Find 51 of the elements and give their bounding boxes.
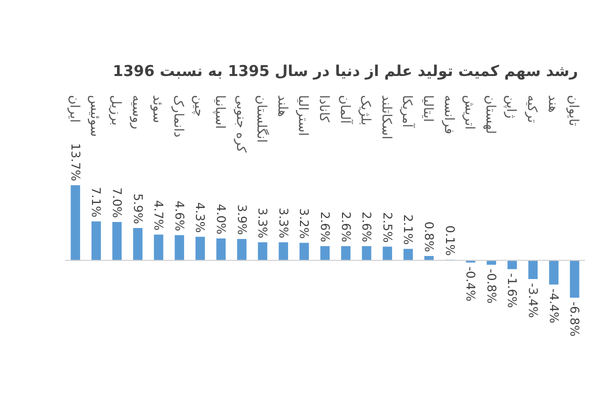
x-tick-label: دانمارک bbox=[170, 95, 186, 138]
data-label: 3.3% bbox=[276, 208, 290, 238]
x-tick-label: آمریکا bbox=[399, 95, 416, 129]
x-tick-label: چین bbox=[191, 95, 206, 117]
data-label: 2.6% bbox=[318, 212, 332, 242]
x-tick-label: اتریش bbox=[462, 95, 477, 130]
x-tick-label: هند bbox=[544, 95, 560, 113]
x-tick-label: روسیه bbox=[128, 95, 144, 130]
x-tick-label: بلژیک bbox=[358, 95, 373, 126]
x-tick-label: ژاپن bbox=[503, 95, 518, 118]
x-tick-label: لهستان bbox=[482, 95, 498, 134]
chart-title: رشد سهم کمیت تولید علم از دنیا در سال 1395 به نسبت 1396 bbox=[112, 62, 578, 80]
data-label: 2.6% bbox=[360, 212, 374, 242]
x-tick-label: برزیل bbox=[108, 95, 123, 126]
x-tick-label: ترکیه bbox=[524, 95, 539, 124]
x-tick-label: اسکاتلند bbox=[378, 95, 394, 140]
data-label: 4.0% bbox=[214, 204, 228, 234]
data-label: 4.7% bbox=[152, 200, 166, 231]
data-label: -0.8% bbox=[484, 268, 498, 304]
x-tick-label: آلمان bbox=[336, 95, 354, 125]
x-tick-label: تایوان bbox=[566, 95, 581, 126]
x-tick-label: استرالیا bbox=[295, 95, 310, 136]
data-label: 5.9% bbox=[130, 194, 145, 224]
data-label: 0.8% bbox=[422, 221, 436, 252]
data-label: -3.4% bbox=[526, 283, 540, 318]
data-label: -1.6% bbox=[505, 273, 520, 308]
data-label: 7.0% bbox=[110, 187, 124, 218]
data-label: 4.6% bbox=[172, 200, 186, 232]
x-tick-label: سوئد bbox=[150, 95, 165, 124]
data-label: 2.6% bbox=[338, 212, 353, 242]
data-label: 7.1% bbox=[89, 186, 104, 218]
data-label: 2.1% bbox=[401, 214, 416, 245]
data-label: 3.9% bbox=[234, 204, 249, 235]
data-label: 4.3% bbox=[193, 202, 208, 233]
data-label: 0.1% bbox=[442, 225, 457, 256]
x-tick-label: انگلستان bbox=[254, 95, 270, 143]
x-tick-label: فرانسه bbox=[440, 95, 456, 134]
x-tick-label: کره جنوبی bbox=[232, 95, 248, 154]
data-label: -4.4% bbox=[546, 288, 561, 324]
x-tick-label: هلند bbox=[274, 95, 290, 118]
data-label: 3.3% bbox=[256, 208, 270, 238]
x-tick-label: ایتالیا bbox=[420, 95, 435, 122]
data-label: 3.2% bbox=[297, 208, 312, 239]
data-label: 13.7% bbox=[68, 143, 82, 182]
x-tick-label: کانادا bbox=[316, 95, 331, 123]
x-tick-label: اسپانیا bbox=[212, 95, 227, 129]
data-label: -6.8% bbox=[568, 302, 582, 337]
x-tick-label: سوئیس bbox=[87, 95, 102, 137]
data-label: 2.5% bbox=[380, 212, 394, 243]
data-label: -0.4% bbox=[464, 266, 478, 302]
x-tick-label: ایران bbox=[66, 95, 82, 123]
